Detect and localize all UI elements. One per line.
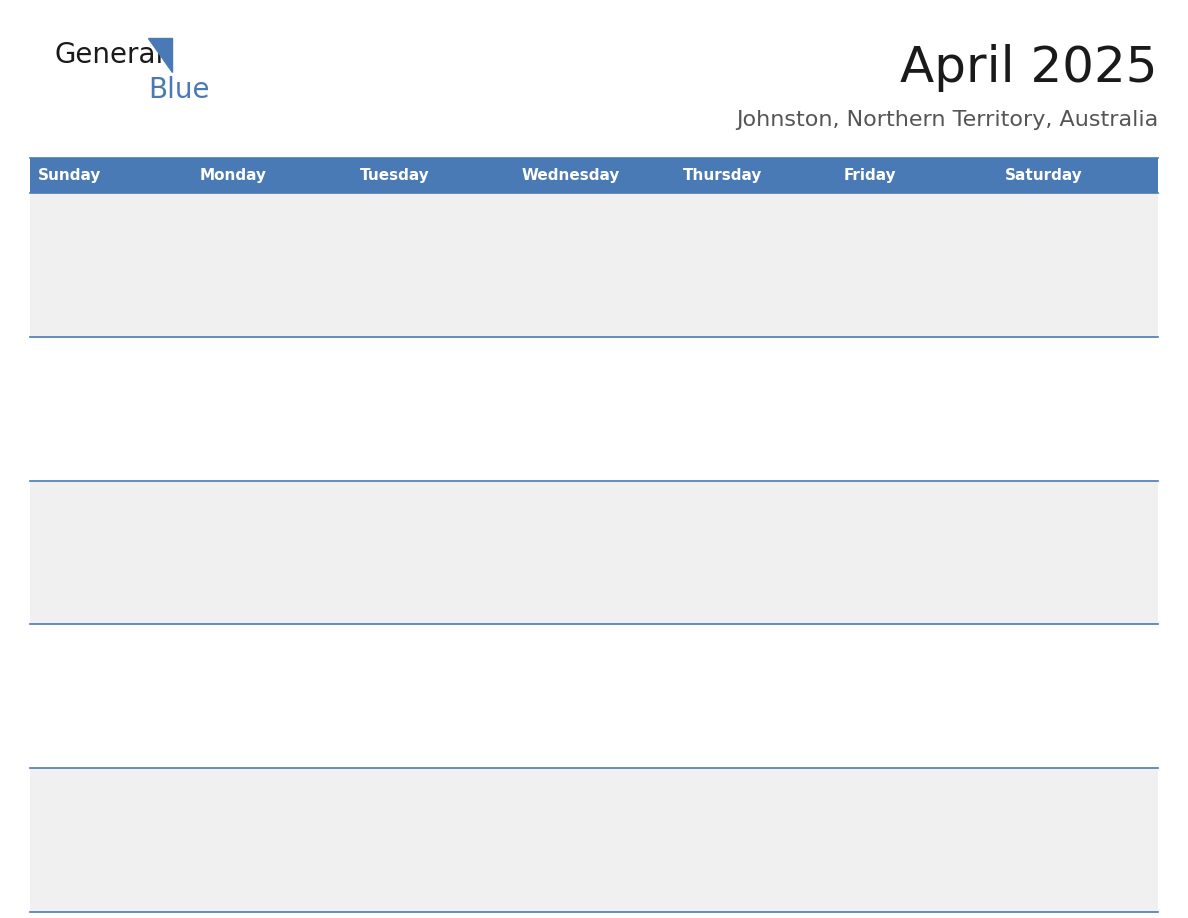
Text: Wednesday: Wednesday bbox=[522, 168, 620, 183]
Text: April 2025: April 2025 bbox=[901, 44, 1158, 92]
Text: Sunday: Sunday bbox=[38, 168, 101, 183]
Bar bbox=[30, 337, 1158, 481]
Bar bbox=[513, 158, 675, 193]
Bar bbox=[30, 193, 1158, 337]
Bar bbox=[30, 624, 1158, 768]
Bar bbox=[353, 158, 513, 193]
Bar bbox=[835, 158, 997, 193]
Polygon shape bbox=[148, 38, 172, 72]
Text: Johnston, Northern Territory, Australia: Johnston, Northern Territory, Australia bbox=[735, 110, 1158, 130]
Bar bbox=[30, 158, 191, 193]
Text: Saturday: Saturday bbox=[1005, 168, 1082, 183]
Bar bbox=[30, 768, 1158, 912]
Text: Blue: Blue bbox=[148, 76, 209, 104]
Text: Thursday: Thursday bbox=[683, 168, 762, 183]
Text: Monday: Monday bbox=[200, 168, 266, 183]
Bar bbox=[997, 158, 1158, 193]
Text: Friday: Friday bbox=[843, 168, 896, 183]
Bar bbox=[30, 481, 1158, 624]
Text: General: General bbox=[55, 41, 164, 69]
Text: Tuesday: Tuesday bbox=[360, 168, 430, 183]
Bar bbox=[675, 158, 835, 193]
Bar bbox=[191, 158, 353, 193]
